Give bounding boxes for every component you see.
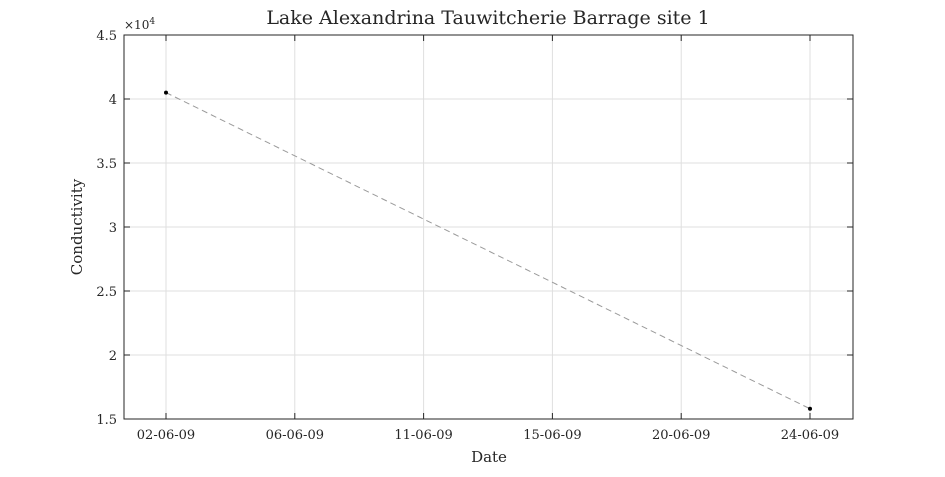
chart-title: Lake Alexandrina Tauwitcherie Barrage si… <box>266 7 709 29</box>
y-tick-label: 3 <box>109 221 117 236</box>
y-tick-label: 4.5 <box>96 29 117 44</box>
y-tick-label: 2.5 <box>96 285 117 300</box>
x-tick-label: 24-06-09 <box>781 428 839 443</box>
y-tick-label: 3.5 <box>96 157 117 172</box>
y-tick-label: 1.5 <box>96 413 117 428</box>
x-tick-label: 02-06-09 <box>137 428 195 443</box>
x-tick-label: 11-06-09 <box>394 428 452 443</box>
y-axis-label: Conductivity <box>68 178 86 275</box>
ticks: 02-06-09 06-06-09 11-06-09 15-06-09 20-06-09… <box>96 29 853 443</box>
x-axis-label: Date <box>471 448 507 466</box>
x-tick-label: 06-06-09 <box>266 428 324 443</box>
y-exponent-power: 4 <box>149 17 155 27</box>
y-tick-label: 2 <box>109 349 117 364</box>
x-tick-label: 15-06-09 <box>523 428 581 443</box>
y-tick-label: 4 <box>109 93 117 108</box>
grid <box>124 35 853 419</box>
data-point <box>808 406 812 411</box>
y-exponent-base: ×10 <box>124 18 149 32</box>
y-exponent-label: ×104 <box>124 17 155 32</box>
data-point <box>164 90 168 95</box>
x-tick-label: 20-06-09 <box>652 428 710 443</box>
series-layer <box>164 90 812 411</box>
